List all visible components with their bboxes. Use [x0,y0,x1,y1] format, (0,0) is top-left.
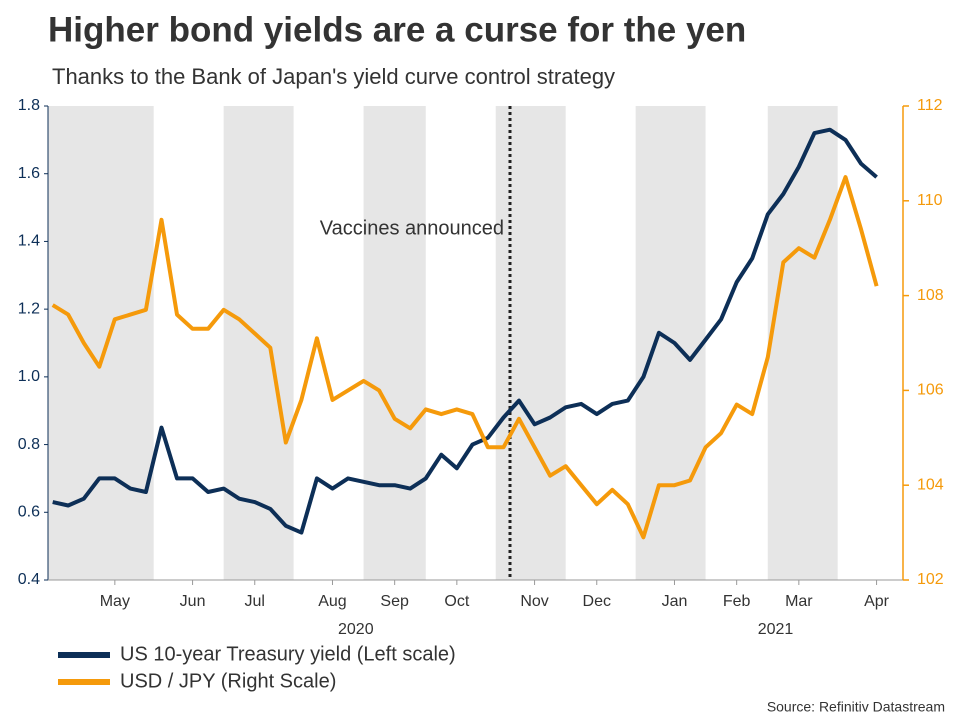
x-tick-label: Nov [520,593,548,610]
month-band [767,106,838,580]
month-band [635,106,706,580]
y2-tick-label: 106 [917,382,944,399]
x-tick-label: Mar [785,593,813,610]
month-band [363,106,426,580]
y-tick-label: 1.0 [18,368,40,385]
x-tick-label: Jul [245,593,265,610]
y2-tick-label: 110 [917,192,943,209]
y2-tick-label: 112 [917,97,943,114]
x-tick-label: Jun [180,593,206,610]
y-tick-label: 1.4 [18,233,40,250]
y-tick-label: 0.8 [18,436,40,453]
x-tick-label: Sep [380,593,409,610]
x-tick-label: Aug [318,593,346,610]
month-band [495,106,566,580]
y2-tick-label: 104 [917,476,944,493]
series-line [52,127,878,535]
legend-label: USD / JPY (Right Scale) [120,670,336,692]
x-tick-label: May [100,593,130,610]
chart-subtitle: Thanks to the Bank of Japan's yield curv… [52,64,615,89]
chart-title: Higher bond yields are a curse for the y… [48,10,746,49]
month-band [223,106,294,580]
y-tick-label: 1.6 [18,165,40,182]
source: Source: Refinitiv Datastream [767,699,945,715]
year-label: 2020 [338,621,374,638]
y-tick-label: 1.2 [18,300,40,317]
x-tick-label: Feb [723,593,751,610]
x-tick-label: Apr [864,593,890,610]
y-tick-label: 0.4 [18,571,40,588]
x-tick-label: Jan [662,593,688,610]
series-line [51,175,879,540]
x-tick-label: Oct [444,593,469,610]
x-tick-label: Dec [583,593,611,610]
y-tick-label: 0.6 [18,504,40,521]
y2-tick-label: 102 [917,571,944,588]
legend-label: US 10-year Treasury yield (Left scale) [120,643,456,665]
annotation: Vaccines announced [320,217,504,239]
month-band [48,106,154,580]
y-tick-label: 1.8 [18,97,40,114]
y2-tick-label: 108 [917,287,944,304]
year-label: 2021 [758,621,794,638]
